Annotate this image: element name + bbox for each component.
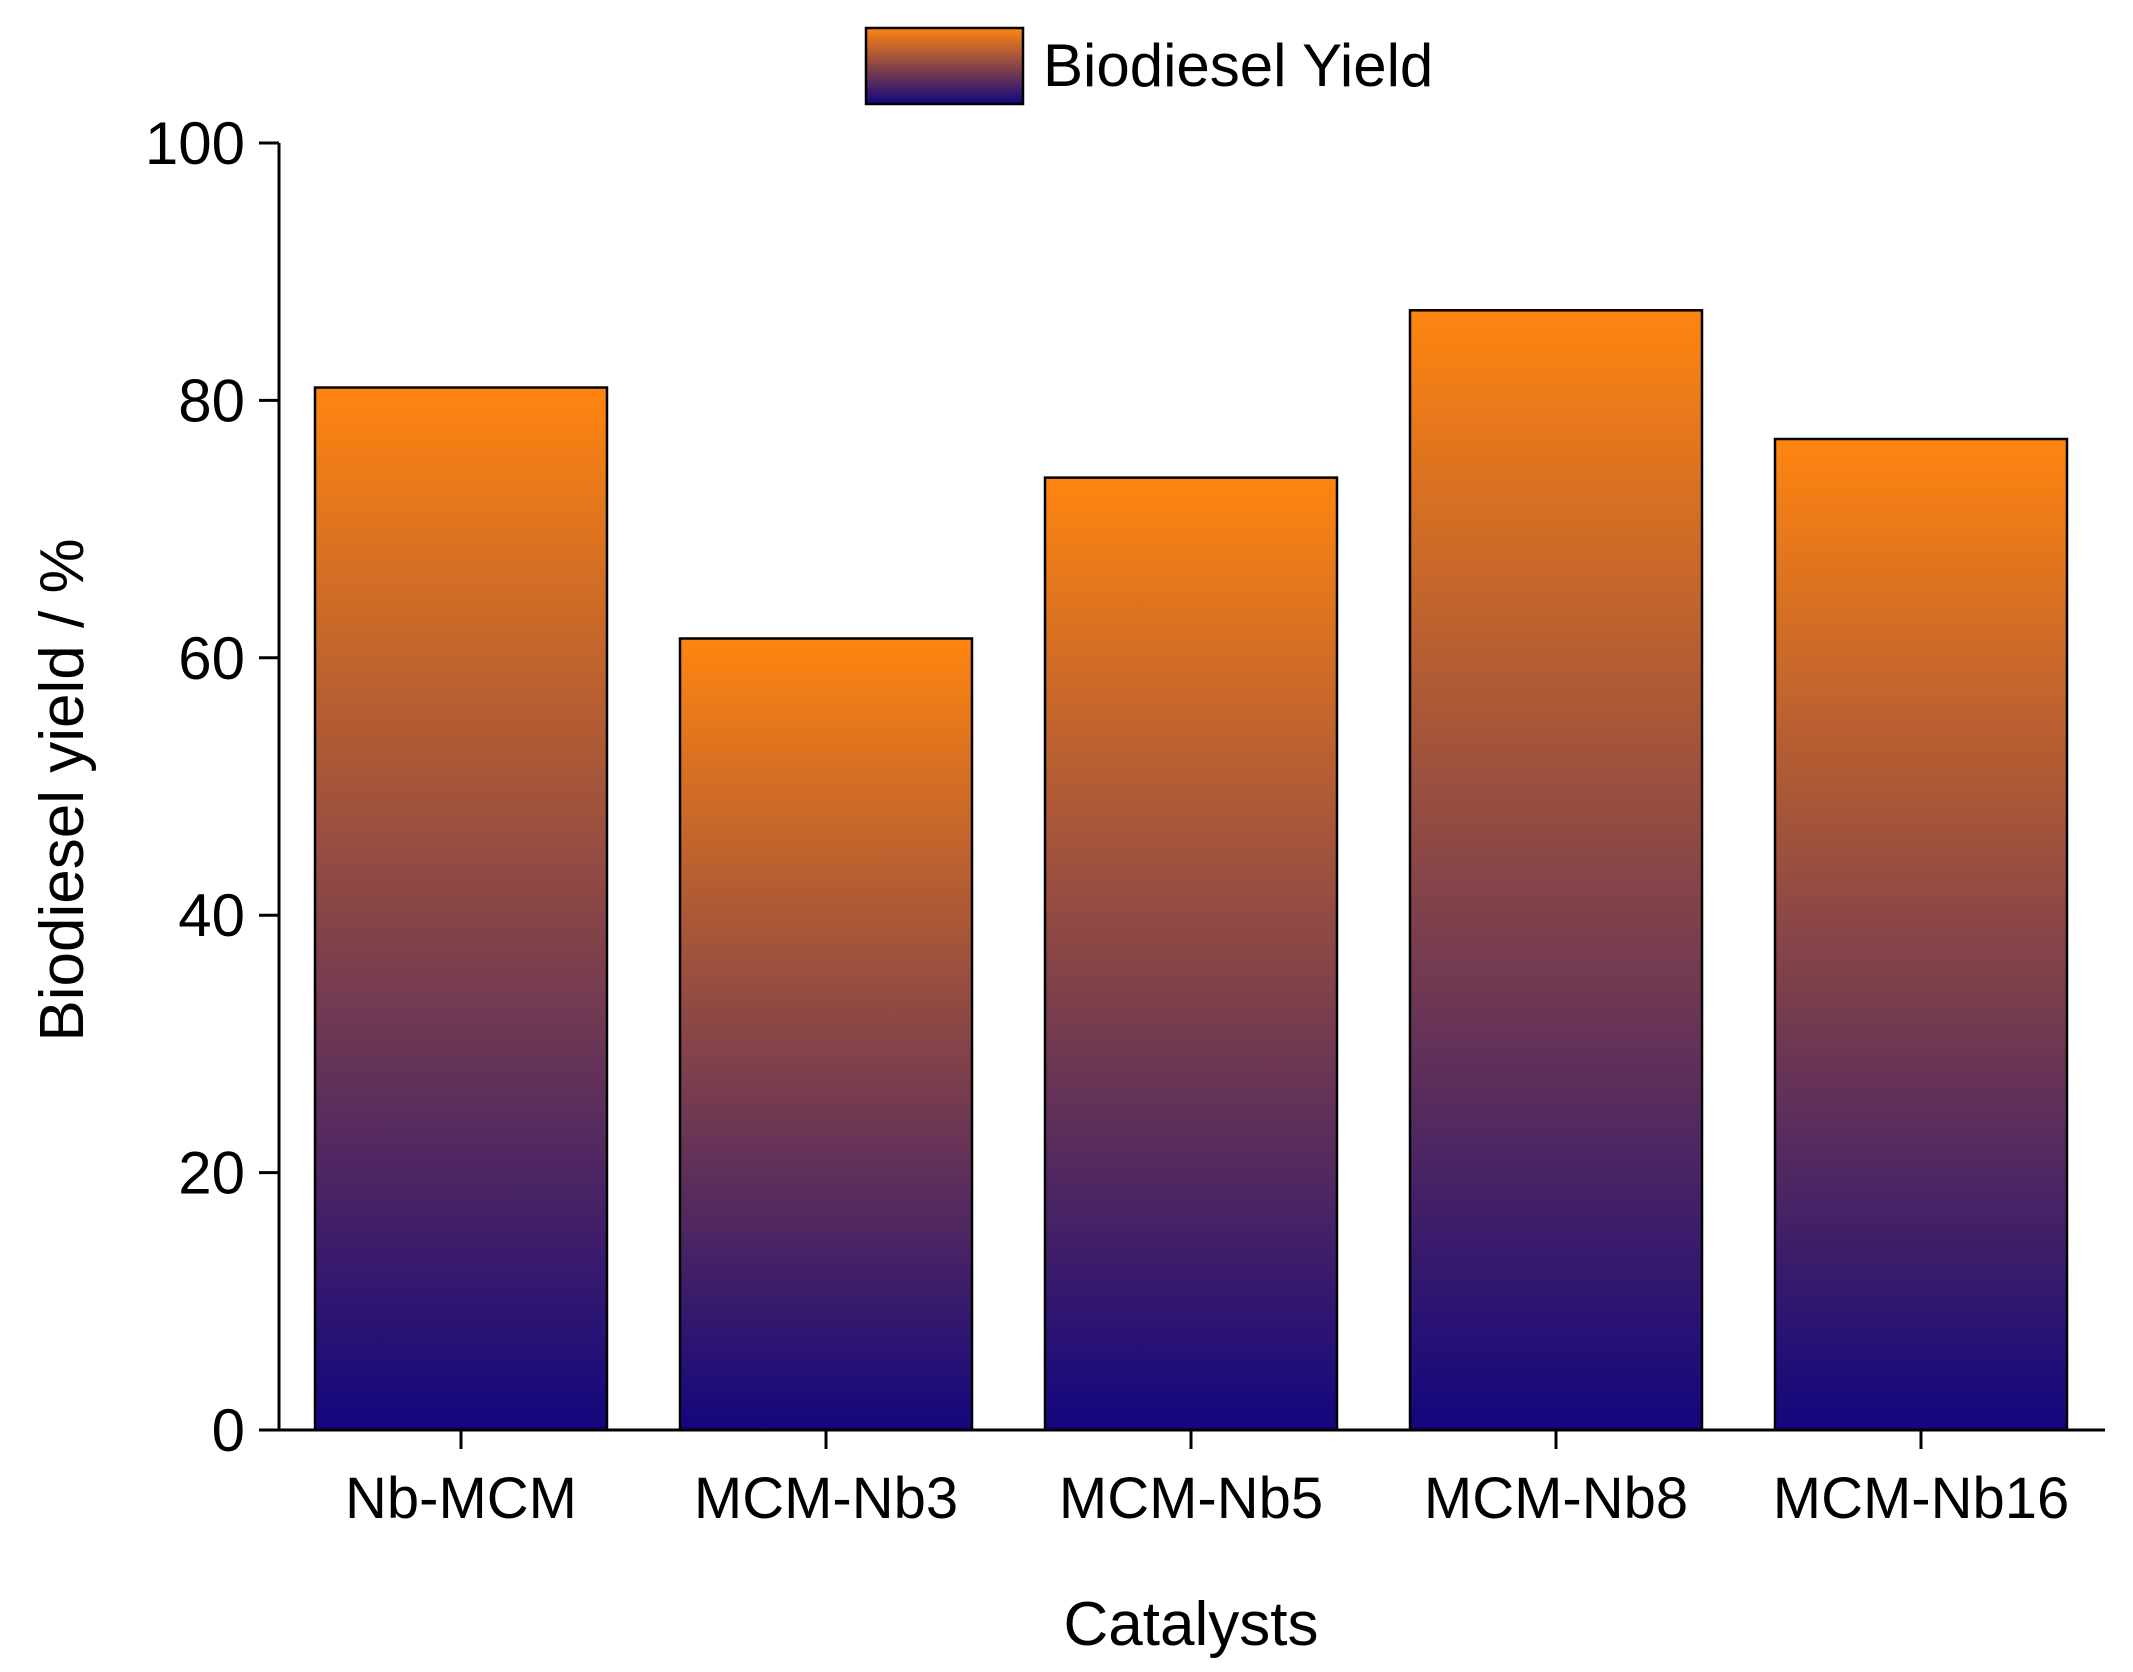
x-axis-title: Catalysts [1064,1590,1319,1659]
bar-nb-mcm [313,386,609,1432]
bar-mcm-nb8 [1408,309,1704,1432]
y-tick-label: 40 [178,882,245,949]
legend: Biodiesel Yield [864,26,1433,106]
x-tick-label: MCM-Nb3 [694,1466,958,1531]
bar-mcm-nb3 [678,637,974,1432]
bars-group [313,309,2069,1432]
bar-mcm-nb5 [1043,476,1339,1432]
y-tick-label: 60 [178,625,245,692]
y-ticks: 0 20 40 60 80 100 [145,110,279,1464]
y-tick-label: 100 [145,110,245,177]
x-tick-label: Nb-MCM [345,1466,577,1531]
y-tick-label: 0 [212,1397,245,1464]
legend-swatch [864,26,1025,106]
y-axis-title: Biodiesel yield / % [28,538,97,1041]
x-ticks: Nb-MCM MCM-Nb3 MCM-Nb5 MCM-Nb8 MCM-Nb16 [345,1430,2069,1531]
x-tick-label: MCM-Nb16 [1773,1466,2070,1531]
x-tick-label: MCM-Nb5 [1059,1466,1323,1531]
y-tick-label: 20 [178,1140,245,1207]
x-tick-label: MCM-Nb8 [1424,1466,1688,1531]
legend-label: Biodiesel Yield [1043,32,1433,99]
y-tick-label: 80 [178,367,245,434]
bar-mcm-nb16 [1773,437,2069,1432]
